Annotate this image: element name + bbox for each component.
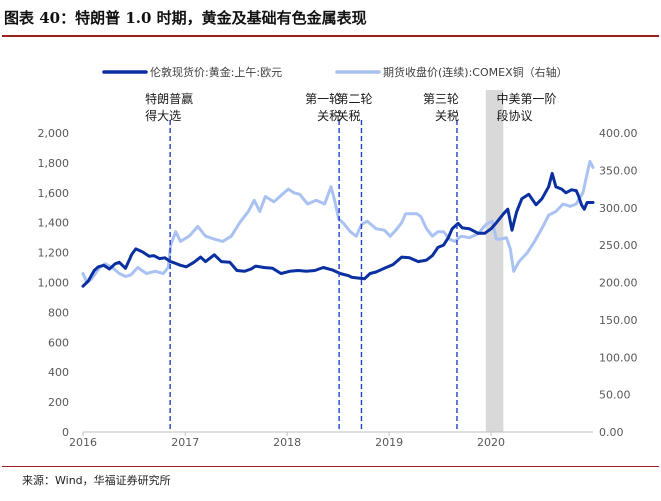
right-y-tick-label: 50.00 — [599, 389, 631, 402]
event-annotation-text: 第一轮 — [305, 92, 341, 106]
event-annotation-text: 关税 — [317, 109, 341, 123]
right-y-tick-label: 250.00 — [599, 239, 638, 252]
left-y-tick-label: 400 — [48, 366, 69, 379]
copper-legend-label: 期货收盘价(连续):COMEX铜（右轴） — [383, 65, 568, 79]
x-tick-label: 2020 — [477, 436, 505, 449]
trade-deal-annotation-text: 中美第一阶 — [497, 91, 557, 106]
right-y-tick-label: 400.00 — [599, 127, 638, 140]
left-y-tick-label: 200 — [48, 396, 69, 409]
left-y-tick-label: 2,000 — [38, 127, 70, 140]
title-divider — [2, 35, 659, 37]
axes-layer: 0 200 400 600 800 1,000 1,200 1,400 1,600 1,800 2,… — [38, 127, 638, 449]
left-y-tick-label: 800 — [48, 306, 69, 319]
left-y-tick-label: 0 — [62, 426, 69, 439]
event-annotation-text: 特朗普赢 — [145, 91, 193, 106]
x-tick-label: 2018 — [273, 436, 301, 449]
x-tick-label: 2016 — [69, 436, 97, 449]
shaded-band-layer — [485, 90, 504, 432]
gold-series-line — [81, 171, 595, 288]
right-y-tick-label: 350.00 — [599, 164, 638, 177]
gold-legend-label: 伦敦现货价:黄金:上午:欧元 — [150, 65, 282, 79]
event-annotation-text: 关税 — [336, 109, 360, 123]
right-y-tick-label: 300.00 — [599, 202, 638, 215]
event-annotation-text: 第二轮 — [336, 92, 372, 106]
right-y-tick-label: 200.00 — [599, 277, 638, 290]
event-annotation-text: 第三轮 — [423, 92, 459, 106]
x-tick-label: 2017 — [171, 436, 199, 449]
trade-deal-annotation-text: 段协议 — [497, 108, 533, 123]
event-markers-layer — [169, 120, 458, 432]
left-y-tick-label: 1,600 — [38, 187, 70, 200]
x-tick-label: 2019 — [375, 436, 403, 449]
left-y-tick-label: 1,400 — [38, 217, 70, 230]
left-y-tick-label: 1,800 — [38, 157, 70, 170]
series-lines-layer — [81, 159, 595, 288]
right-y-tick-label: 150.00 — [599, 314, 638, 327]
right-y-tick-label: 0.00 — [599, 426, 624, 439]
trade-deal-shaded-band — [485, 90, 504, 432]
source-divider — [2, 466, 659, 467]
left-y-tick-label: 1,200 — [38, 247, 70, 260]
source-note: 来源：Wind，华福证券研究所 — [22, 474, 171, 487]
event-annotation-text: 关税 — [435, 109, 459, 123]
chart-title: 图表 40：特朗普 1.0 时期，黄金及基础有色金属表现 — [4, 9, 367, 27]
left-y-tick-label: 600 — [48, 336, 69, 349]
legend: 伦敦现货价:黄金:上午:欧元 期货收盘价(连续):COMEX铜（右轴） — [102, 65, 568, 79]
left-y-tick-label: 1,000 — [38, 277, 70, 290]
event-annotation-text: 得大选 — [145, 108, 181, 123]
right-y-tick-label: 100.00 — [599, 351, 638, 364]
copper-series-line — [81, 159, 595, 284]
